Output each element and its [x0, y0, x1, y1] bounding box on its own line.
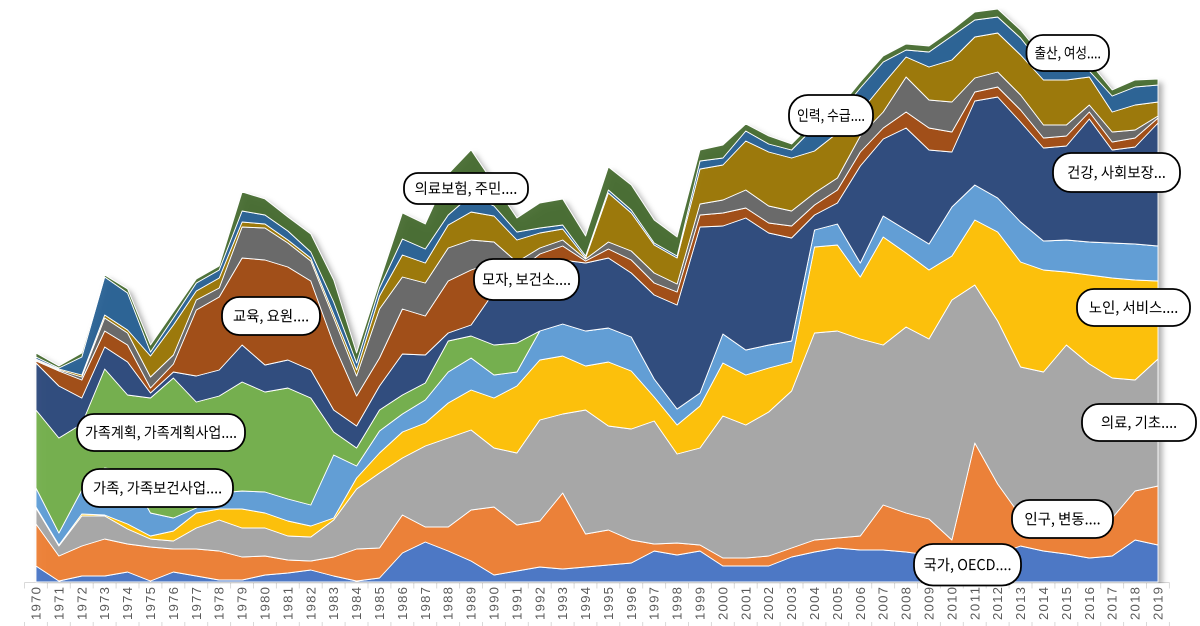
- svg-text:1983: 1983: [326, 587, 341, 620]
- svg-text:1984: 1984: [349, 587, 364, 620]
- svg-text:2015: 2015: [1059, 587, 1074, 620]
- svg-text:1986: 1986: [395, 587, 410, 620]
- svg-text:1992: 1992: [532, 587, 547, 620]
- svg-text:1991: 1991: [509, 587, 524, 620]
- svg-text:2013: 2013: [1013, 587, 1028, 620]
- svg-text:1977: 1977: [189, 587, 204, 620]
- svg-text:1990: 1990: [487, 587, 502, 620]
- svg-text:2014: 2014: [1036, 587, 1051, 620]
- svg-text:1975: 1975: [143, 587, 158, 620]
- svg-text:1976: 1976: [166, 587, 181, 620]
- svg-text:1973: 1973: [97, 587, 112, 620]
- svg-text:2012: 2012: [990, 587, 1005, 620]
- svg-text:1978: 1978: [212, 587, 227, 620]
- svg-text:2019: 2019: [1151, 587, 1166, 620]
- svg-text:2004: 2004: [807, 587, 822, 620]
- svg-text:1974: 1974: [120, 587, 135, 620]
- svg-text:1999: 1999: [693, 587, 708, 620]
- svg-text:2008: 2008: [899, 587, 914, 620]
- svg-text:2006: 2006: [853, 587, 868, 620]
- svg-text:2010: 2010: [944, 587, 959, 620]
- svg-text:1981: 1981: [280, 587, 295, 620]
- svg-text:1970: 1970: [29, 587, 44, 620]
- svg-text:1971: 1971: [51, 587, 66, 620]
- svg-text:1982: 1982: [303, 587, 318, 620]
- svg-text:1996: 1996: [624, 587, 639, 620]
- svg-text:1972: 1972: [74, 587, 89, 620]
- svg-text:1980: 1980: [258, 587, 273, 620]
- svg-text:1997: 1997: [647, 587, 662, 620]
- svg-text:2017: 2017: [1105, 587, 1120, 620]
- svg-text:2009: 2009: [922, 587, 937, 620]
- svg-text:2018: 2018: [1128, 587, 1143, 620]
- svg-text:2003: 2003: [784, 587, 799, 620]
- svg-text:2001: 2001: [738, 587, 753, 620]
- svg-text:1987: 1987: [418, 587, 433, 620]
- svg-text:2002: 2002: [761, 587, 776, 620]
- svg-text:2007: 2007: [876, 587, 891, 620]
- svg-text:1998: 1998: [670, 587, 685, 620]
- svg-text:1993: 1993: [555, 587, 570, 620]
- svg-text:1979: 1979: [235, 587, 250, 620]
- svg-text:2016: 2016: [1082, 587, 1097, 620]
- svg-text:1988: 1988: [441, 587, 456, 620]
- svg-text:1985: 1985: [372, 587, 387, 620]
- svg-text:2005: 2005: [830, 587, 845, 620]
- svg-text:2000: 2000: [715, 587, 730, 620]
- svg-text:1995: 1995: [601, 587, 616, 620]
- svg-text:1989: 1989: [464, 587, 479, 620]
- svg-text:1994: 1994: [578, 587, 593, 620]
